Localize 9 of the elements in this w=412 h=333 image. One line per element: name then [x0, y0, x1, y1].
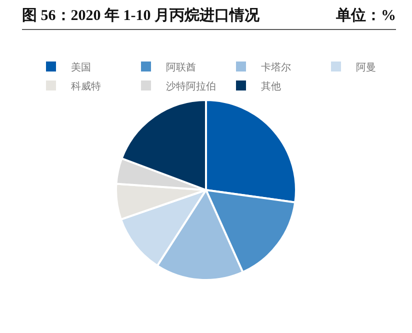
legend-label: 其他 [261, 80, 281, 92]
legend-label: 科威特 [71, 80, 101, 92]
legend-label: 沙特阿拉伯 [166, 80, 216, 92]
legend-label: 美国 [71, 61, 91, 74]
legend-label: 阿曼 [356, 62, 376, 74]
legend-label: 卡塔尔 [261, 61, 291, 74]
chart-subtitle: 单位：% [336, 6, 396, 25]
legend-label: 阿联酋 [166, 61, 196, 74]
chart-title: 图 56：2020 年 1-10 月丙烷进口情况 [22, 6, 260, 25]
